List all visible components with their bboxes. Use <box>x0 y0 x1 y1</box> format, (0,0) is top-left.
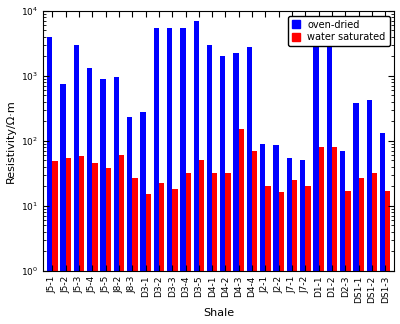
Bar <box>159 183 164 324</box>
Bar <box>199 160 204 324</box>
Bar <box>207 45 212 324</box>
Bar <box>47 37 52 324</box>
Bar <box>167 28 172 324</box>
Bar <box>194 21 199 324</box>
Bar <box>140 112 146 324</box>
Bar <box>226 173 231 324</box>
Bar <box>358 178 364 324</box>
Bar <box>234 53 239 324</box>
Bar <box>79 156 84 324</box>
Bar <box>265 186 271 324</box>
Bar <box>318 147 324 324</box>
Bar <box>60 84 66 324</box>
Bar <box>372 173 377 324</box>
X-axis label: Shale: Shale <box>203 308 234 318</box>
Bar <box>313 28 318 324</box>
Bar <box>132 178 138 324</box>
Bar <box>305 186 311 324</box>
Bar <box>212 173 218 324</box>
Bar <box>220 56 226 324</box>
Bar <box>300 160 305 324</box>
Bar <box>154 28 159 324</box>
Bar <box>239 129 244 324</box>
Bar <box>106 168 111 324</box>
Bar <box>332 147 337 324</box>
Bar <box>385 191 390 324</box>
Bar <box>146 194 151 324</box>
Bar <box>340 151 345 324</box>
Bar <box>345 191 350 324</box>
Bar <box>92 163 98 324</box>
Bar <box>100 79 106 324</box>
Bar <box>74 45 79 324</box>
Bar <box>326 17 332 324</box>
Bar <box>260 144 265 324</box>
Bar <box>52 161 58 324</box>
Bar <box>380 133 385 324</box>
Bar <box>127 117 132 324</box>
Bar <box>180 28 186 324</box>
Bar <box>186 173 191 324</box>
Bar <box>172 189 178 324</box>
Bar <box>366 99 372 324</box>
Bar <box>247 47 252 324</box>
Bar <box>292 180 297 324</box>
Bar <box>279 192 284 324</box>
Bar <box>66 157 71 324</box>
Bar <box>87 68 92 324</box>
Bar <box>353 103 358 324</box>
Bar <box>273 145 279 324</box>
Bar <box>287 157 292 324</box>
Bar <box>119 155 124 324</box>
Legend: oven-dried, water saturated: oven-dried, water saturated <box>288 16 390 46</box>
Bar <box>114 77 119 324</box>
Bar <box>252 151 257 324</box>
Y-axis label: Resistivity/Ω·m: Resistivity/Ω·m <box>6 99 16 183</box>
